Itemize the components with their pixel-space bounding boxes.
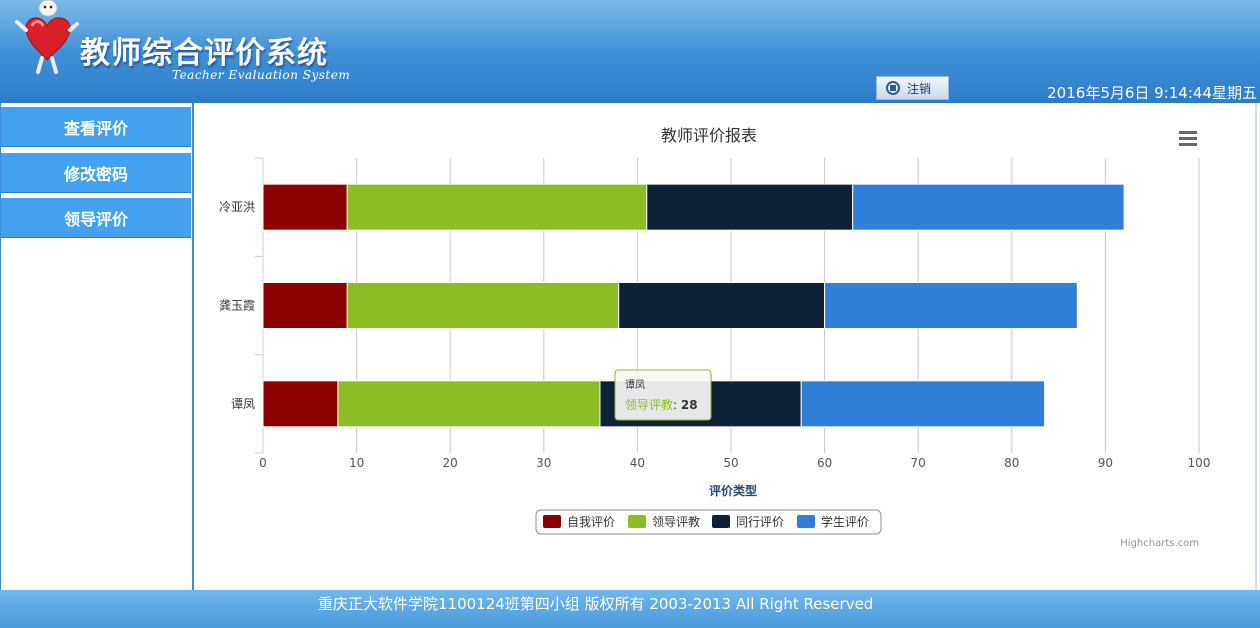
highcharts-credits-link: Highcharts.com	[1120, 538, 1199, 549]
bar-segment[interactable]	[346, 183, 648, 231]
app-subtitle: Teacher Evaluation System	[172, 68, 351, 82]
bar-segment[interactable]	[852, 183, 1125, 231]
tooltip-box	[614, 369, 712, 421]
legend-item-label: 同行评价	[736, 515, 784, 529]
x-tick-label: 20	[443, 456, 458, 470]
category-label: 龚玉霞	[219, 298, 255, 313]
sidebar-item-change-password[interactable]: 修改密码	[1, 153, 191, 193]
legend-box	[535, 509, 882, 535]
legend-swatch[interactable]	[712, 515, 730, 528]
teacher-evaluation-chart: 教师评价报表 0 10 20 30 40 50 60 70 80 90 100 冷亚洪龚玉霞谭凤评价类型…	[219, 126, 1211, 549]
x-tick-label: 70	[911, 456, 926, 470]
legend-item-label: 领导评教	[652, 514, 700, 529]
x-tick-label: 80	[1004, 456, 1019, 470]
x-tick-label: 0	[259, 456, 267, 470]
legend-swatch[interactable]	[543, 515, 561, 528]
logout-label: 注销	[907, 81, 932, 96]
mascot-heart-logo-icon	[15, 0, 79, 74]
legend-swatch[interactable]	[628, 515, 646, 528]
bar-segment[interactable]	[262, 183, 348, 231]
copyright-text: 重庆正大软件学院1100124班第四小组 版权所有 2003-2013 All …	[318, 595, 874, 613]
bar-segment[interactable]	[337, 380, 601, 428]
legend-item-label: 自我评价	[567, 515, 615, 529]
datetime-display: 2016年5月6日 9:14:44星期五	[1047, 84, 1257, 102]
sidebar: 查看评价 修改密码 领导评价	[0, 103, 194, 590]
x-tick-label: 40	[630, 456, 645, 470]
bar-segment[interactable]	[800, 380, 1046, 428]
tooltip-category: 谭凤	[625, 379, 645, 391]
bar-segment[interactable]	[824, 282, 1078, 329]
bar-segment[interactable]	[646, 183, 854, 231]
x-tick-label: 50	[723, 456, 738, 470]
header: 教师综合评价系统 Teacher Evaluation System 注销 20…	[0, 0, 1260, 103]
tooltip-series-name: 领导评教	[625, 397, 673, 412]
legend-item-label: 学生评价	[821, 514, 869, 529]
legend-swatch[interactable]	[797, 515, 815, 528]
x-tick-label: 30	[536, 456, 551, 470]
logout-button[interactable]: 注销	[876, 76, 949, 100]
x-tick-label: 10	[349, 456, 364, 470]
header-sheen	[0, 0, 1260, 52]
x-axis-title: 评价类型	[709, 483, 757, 498]
bar-segment[interactable]	[262, 380, 339, 428]
category-label: 冷亚洪	[219, 200, 255, 214]
footer: 重庆正大软件学院1100124班第四小组 版权所有 2003-2013 All …	[0, 590, 1260, 628]
bar-segment[interactable]	[262, 282, 348, 329]
hamburger-line-icon	[1179, 137, 1197, 140]
x-tick-label: 100	[1188, 456, 1211, 470]
hamburger-line-icon	[1179, 131, 1197, 134]
category-label: 谭凤	[231, 397, 255, 411]
hamburger-line-icon	[1179, 143, 1197, 146]
tooltip-separator: :	[673, 398, 681, 412]
bar-segment[interactable]	[346, 282, 620, 329]
bar-segment[interactable]	[618, 282, 826, 329]
logout-icon	[886, 81, 900, 95]
tooltip-value: 28	[681, 398, 698, 412]
sidebar-item-view-evaluation[interactable]: 查看评价	[1, 107, 191, 147]
sidebar-item-leader-evaluation[interactable]: 领导评价	[1, 198, 191, 238]
chart-title: 教师评价报表	[661, 126, 757, 145]
app-title: 教师综合评价系统	[80, 36, 328, 71]
chart-menu-button[interactable]	[1179, 131, 1197, 146]
x-tick-label: 90	[1098, 456, 1113, 470]
main-content: 教师评价报表 0 10 20 30 40 50 60 70 80 90 100 冷亚洪龚玉霞谭凤评价类型…	[196, 103, 1257, 590]
x-tick-label: 60	[817, 456, 832, 470]
tooltip-value-line: 领导评教: 28	[625, 397, 698, 412]
